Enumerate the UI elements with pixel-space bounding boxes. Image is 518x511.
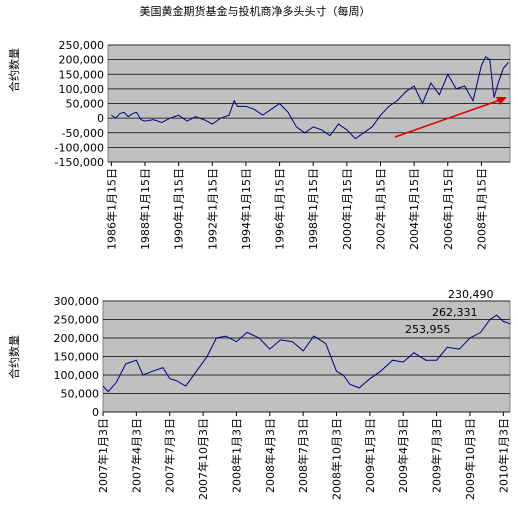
x-tick-label: 1986年1月15日 — [104, 168, 118, 250]
annotation: 253,955 — [405, 323, 451, 336]
x-tick-label: 2007年10月3日 — [196, 418, 210, 500]
x-tick-label: 2007年1月3日 — [96, 418, 110, 493]
x-tick-label: 2002年1月15日 — [373, 168, 387, 250]
x-tick-label: 2007年7月3日 — [163, 418, 177, 493]
y-tick-label: 0 — [92, 406, 99, 419]
y-tick-label: 0 — [97, 112, 104, 125]
x-tick-label: 2008年10月3日 — [330, 418, 344, 500]
x-tick-label: 2009年1月3日 — [363, 418, 377, 493]
x-tick-label: 1996年1月15日 — [273, 168, 287, 250]
x-tick-label: 2010年1月3日 — [496, 418, 510, 493]
annotation: 230,490 — [448, 288, 494, 301]
y-tick-label: 200,000 — [54, 332, 100, 345]
x-tick-label: 1992年1月15日 — [205, 168, 219, 250]
y-tick-label: 150,000 — [59, 68, 105, 81]
x-tick-label: 2008年1月15日 — [474, 168, 488, 250]
y-tick-label: 150,000 — [54, 351, 100, 364]
x-tick-label: 2008年7月3日 — [296, 418, 310, 493]
data-line — [111, 55, 509, 140]
y-tick-label: 300,000 — [54, 295, 100, 308]
y-tick-label: -100,000 — [55, 141, 104, 154]
x-tick-label: 2006年1月15日 — [441, 168, 455, 250]
x-tick-label: 2007年4月3日 — [129, 418, 143, 493]
annotation: 262,331 — [432, 306, 478, 319]
x-tick-label: 1994年1月15日 — [239, 168, 253, 250]
y-tick-label: -150,000 — [55, 156, 104, 169]
y-axis-label: 合约数量 — [7, 335, 21, 379]
y-tick-label: -50,000 — [62, 127, 104, 140]
trend-arrow — [394, 99, 501, 138]
y-tick-label: 50,000 — [66, 98, 105, 111]
x-tick-label: 2000年1月15日 — [340, 168, 354, 250]
y-tick-label: 100,000 — [54, 369, 100, 382]
x-tick-label: 2009年7月3日 — [430, 418, 444, 493]
data-line — [102, 314, 511, 393]
y-axis-label: 合约数量 — [7, 48, 21, 92]
x-tick-label: 1990年1月15日 — [172, 168, 186, 250]
x-tick-label: 2009年10月3日 — [463, 418, 477, 500]
y-tick-label: 100,000 — [59, 83, 105, 96]
y-tick-label: 250,000 — [54, 314, 100, 327]
x-tick-label: 2008年1月3日 — [229, 418, 243, 493]
x-tick-label: 2004年1月15日 — [407, 168, 421, 250]
x-tick-label: 1998年1月15日 — [306, 168, 320, 250]
x-tick-label: 1988年1月15日 — [138, 168, 152, 250]
arrow-head — [496, 97, 507, 105]
chart-title: 美国黄金期货基金与投机商净多头头寸（每周） — [140, 4, 371, 18]
x-tick-label: 2008年4月3日 — [263, 418, 277, 493]
y-tick-label: 50,000 — [61, 388, 100, 401]
y-tick-label: 200,000 — [59, 54, 105, 67]
x-tick-label: 2009年4月3日 — [396, 418, 410, 493]
y-tick-label: 250,000 — [59, 39, 105, 52]
